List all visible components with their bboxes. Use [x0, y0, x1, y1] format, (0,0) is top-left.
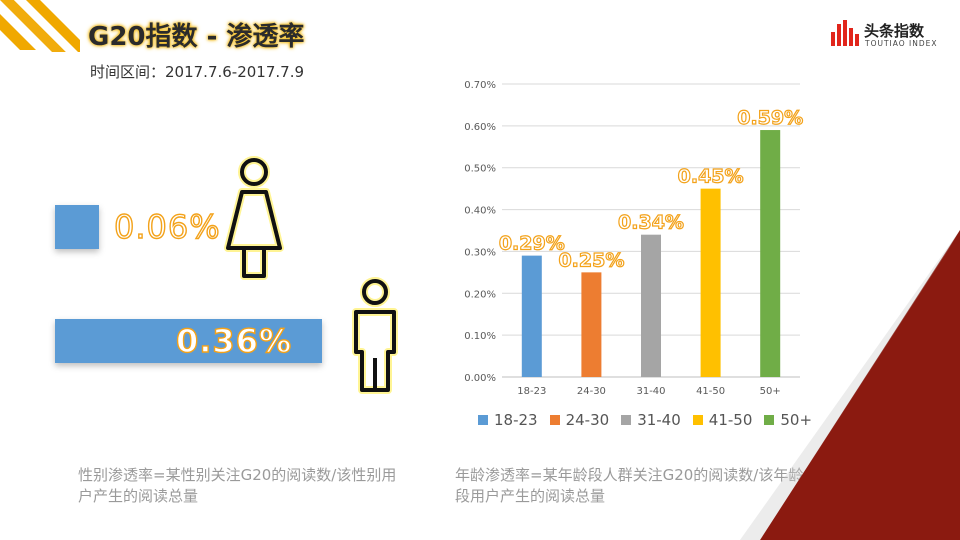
bar-18-23 — [521, 255, 542, 377]
y-tick-label: 0.60% — [464, 122, 496, 133]
legend-item: 18-23 — [478, 411, 538, 429]
legend-label: 50+ — [780, 411, 813, 429]
y-tick-label: 0.20% — [464, 289, 496, 300]
legend-swatch — [549, 415, 560, 425]
legend-label: 41-50 — [708, 411, 753, 429]
legend-label: 24-30 — [565, 411, 610, 429]
legend-item: 41-50 — [692, 411, 753, 429]
male-rate-bar — [55, 319, 322, 363]
data-label: 0.25% — [558, 249, 624, 271]
legend-swatch — [478, 415, 488, 425]
age-rate-note: 年龄渗透率=某年龄段人群关注G20的阅读数/该年龄段用户产生的阅读总量 — [455, 466, 804, 505]
x-tick-label: 18-23 — [517, 386, 546, 397]
legend-label: 31-40 — [637, 411, 681, 429]
legend-item: 24-30 — [549, 411, 610, 429]
legend-swatch — [764, 415, 775, 425]
data-label: 0.45% — [678, 166, 744, 188]
male-icon — [352, 277, 398, 394]
x-tick-label: 41-50 — [696, 386, 725, 397]
brand-subtitle: TOUTIAO INDEX — [865, 39, 938, 48]
page-title: G20指数 - 渗透率 — [88, 22, 305, 52]
legend-swatch — [692, 415, 703, 425]
x-tick-label: 50+ — [760, 386, 781, 397]
time-period: 时间区间：2017.7.6-2017.7.9 — [90, 63, 305, 81]
bar-24-30 — [581, 272, 602, 377]
x-tick-label: 31-40 — [636, 386, 665, 397]
y-tick-label: 0.50% — [464, 164, 496, 175]
age-rate-chart: 0.00% 0.10% 0.20% 0.30% 0.40% 0.50% 0.60% 0.70%… — [464, 80, 804, 397]
data-label: 0.29% — [499, 233, 565, 255]
gender-rate-note: 性别渗透率=某性别关注G20的阅读数/该性别用户产生的阅读总量 — [78, 466, 397, 505]
bar-41-50 — [700, 188, 721, 377]
data-label: 0.59% — [737, 107, 803, 129]
female-icon — [224, 156, 284, 280]
data-label: 0.34% — [618, 212, 684, 234]
female-rate-value: 0.06% — [113, 207, 221, 246]
y-tick-label: 0.10% — [464, 331, 496, 342]
female-rate-bar — [55, 205, 99, 249]
brand-name: 头条指数 — [864, 22, 925, 40]
corner-triangle — [740, 230, 960, 540]
x-tick-label: 24-30 — [577, 386, 606, 397]
y-tick-label: 0.30% — [464, 247, 496, 258]
bar-logo-icon — [831, 20, 859, 46]
legend-label: 18-23 — [494, 411, 538, 429]
legend-item: 31-40 — [621, 411, 681, 429]
bar-50+ — [760, 130, 781, 377]
y-tick-label: 0.70% — [464, 80, 496, 91]
male-rate-value: 0.36% — [175, 321, 293, 360]
legend-swatch — [621, 415, 632, 425]
legend-item: 50+ — [764, 411, 812, 429]
bar-31-40 — [641, 234, 661, 377]
corner-stripes — [0, 0, 80, 52]
y-tick-label: 0.40% — [464, 206, 496, 217]
chart-legend: 18-23 24-30 31-40 41-50 50+ — [478, 411, 812, 429]
y-tick-label: 0.00% — [464, 373, 496, 384]
